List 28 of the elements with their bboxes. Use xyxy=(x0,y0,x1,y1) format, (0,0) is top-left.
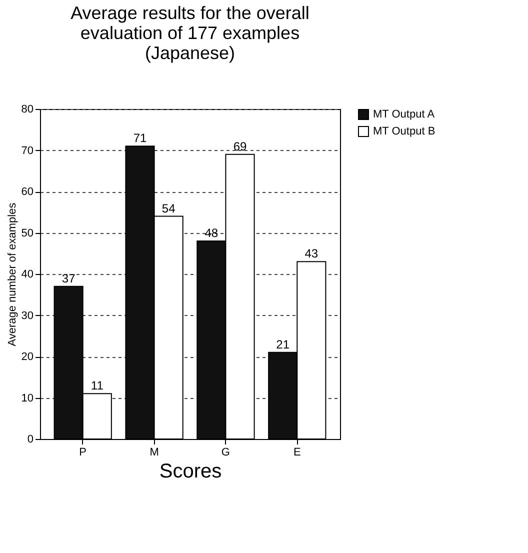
x-tick-label: P xyxy=(79,446,87,458)
x-tick-label: M xyxy=(150,446,159,458)
y-tick-label: 50 xyxy=(21,227,34,240)
y-tick-label: 0 xyxy=(27,434,34,446)
data-label: 43 xyxy=(304,246,318,261)
x-axis-title: Scores xyxy=(159,460,222,482)
text: Average results for the overall xyxy=(70,3,310,23)
y-tick-label: 40 xyxy=(21,268,34,280)
legend-label: MT Output A xyxy=(373,108,436,120)
data-label: 54 xyxy=(162,201,176,216)
data-label: 11 xyxy=(90,378,104,393)
data-label: 48 xyxy=(204,226,218,240)
data-label: 37 xyxy=(62,271,76,286)
y-tick-label: 70 xyxy=(21,144,34,157)
x-tick-label: E xyxy=(293,446,301,458)
data-label: 71 xyxy=(133,131,147,146)
y-axis-title: Average number of examples xyxy=(6,202,18,346)
text: evaluation of 177 examples xyxy=(80,23,300,43)
x-tick-label: G xyxy=(221,446,230,458)
y-tick-label: 10 xyxy=(21,392,34,404)
data-label: 69 xyxy=(233,139,247,154)
y-tick-label: 30 xyxy=(21,310,34,322)
y-tick-label: 60 xyxy=(21,186,34,198)
y-tick-label: 20 xyxy=(21,351,34,363)
legend-label: MT Output B xyxy=(373,126,436,138)
text: (Japanese) xyxy=(144,43,236,63)
data-label: 21 xyxy=(276,337,290,352)
y-tick-label: 80 xyxy=(21,104,34,116)
